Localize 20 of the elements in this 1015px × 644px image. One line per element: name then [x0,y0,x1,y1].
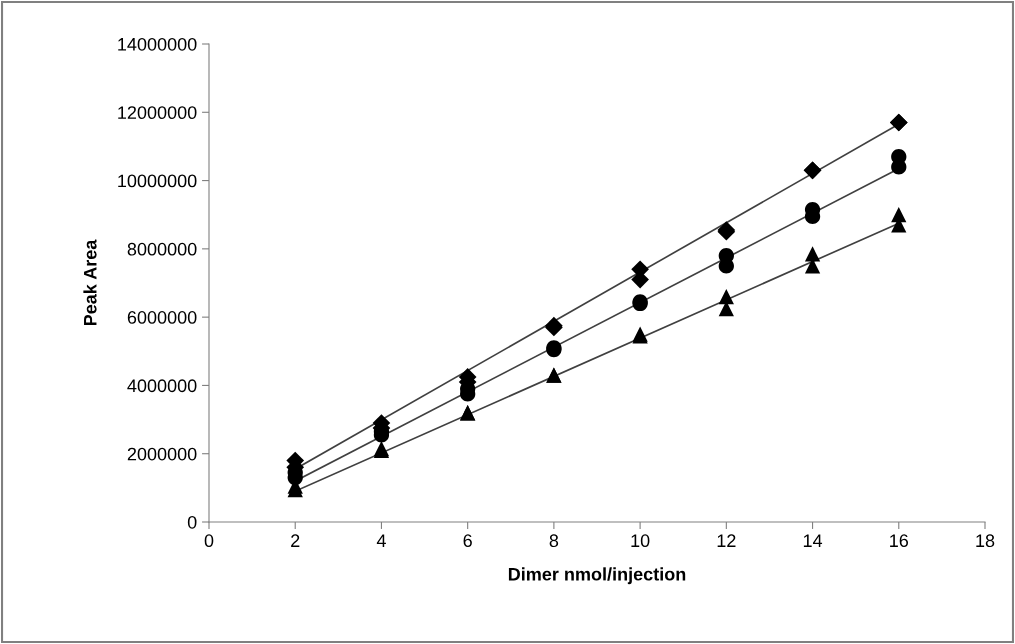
x-tick-label: 14 [803,534,823,547]
y-tick-label: 8000000 [127,242,197,256]
x-tick-label: 8 [549,534,559,548]
y-tick-label: 6000000 [127,311,197,324]
x-tick-label: 6 [463,534,472,548]
x-tick-label: 0 [204,534,214,548]
y-tick-label: 10000000 [118,174,197,188]
x-tick-label: 10 [631,534,650,548]
y-tick-label: 4000000 [127,379,197,393]
y-tick-label: 2000000 [127,447,197,461]
y-tick-label: 14000000 [118,37,197,51]
x-tick-label: 16 [890,534,909,548]
x-tick-label: 4 [376,534,386,547]
x-axis-title: Dimer nmol/injection [508,567,686,585]
x-tick-label: 2 [291,534,300,547]
x-tick-label: 18 [976,534,995,548]
y-tick-label: 12000000 [118,106,197,120]
y-tick-label: 0 [187,515,197,529]
y-axis-title: Peak Area [83,239,97,326]
x-tick-label: 12 [717,534,736,547]
